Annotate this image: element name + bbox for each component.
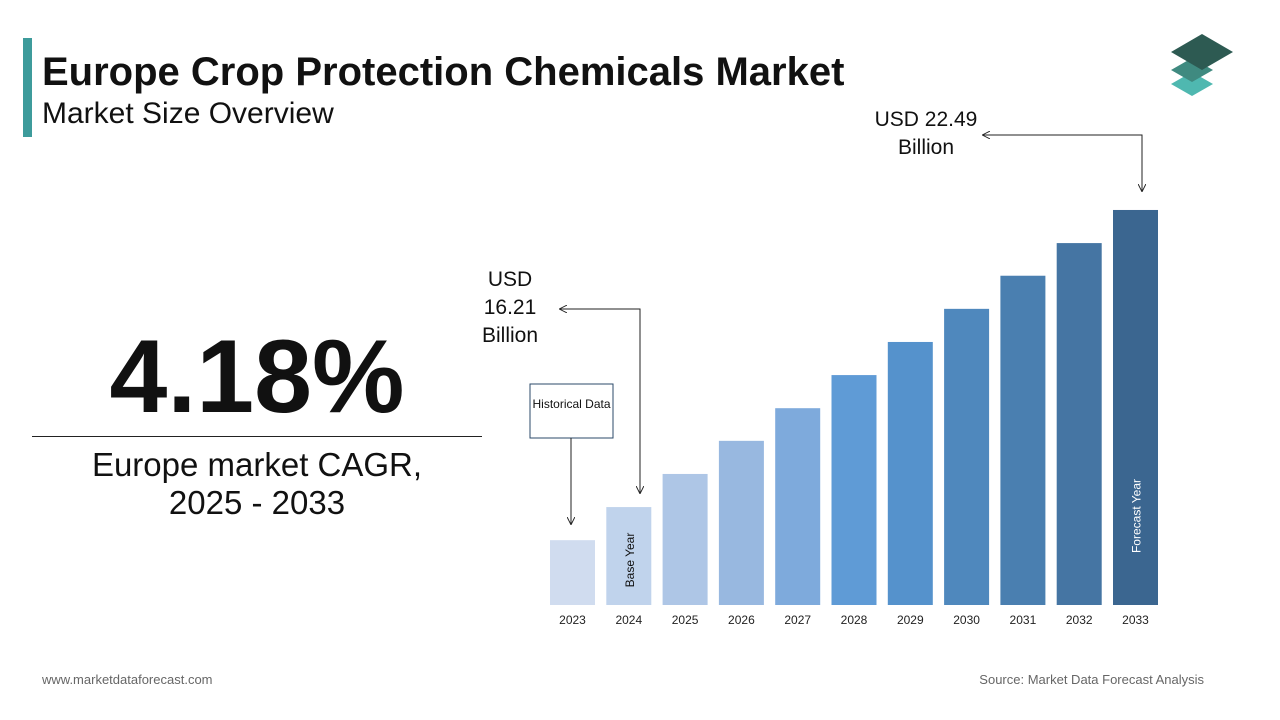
x-tick-label: 2032 (1066, 613, 1093, 627)
subtitle: Market Size Overview (42, 97, 334, 130)
x-tick-label: 2028 (841, 613, 868, 627)
bar (1113, 209, 1158, 605)
x-tick-label: 2023 (559, 613, 586, 627)
historical-label: Historical Data (532, 397, 611, 411)
website: www.marketdataforecast.com (42, 672, 213, 687)
accent-bar (23, 38, 32, 137)
bar (887, 341, 933, 605)
bar (662, 473, 708, 605)
bar (606, 507, 652, 605)
base-year-label: Base Year (623, 533, 637, 588)
title: Europe Crop Protection Chemicals Market (42, 50, 845, 94)
bar (1056, 243, 1102, 605)
cagr-value: 4.18% (109, 319, 405, 435)
x-tick-label: 2024 (615, 613, 642, 627)
logo (1171, 34, 1233, 96)
arrow (983, 135, 1142, 191)
divider (32, 436, 482, 437)
bar (775, 408, 821, 605)
bar (718, 440, 764, 605)
value-label: USD 22.49 Billion (874, 108, 978, 159)
x-tick-label: 2033 (1122, 613, 1149, 627)
x-tick-label: 2031 (1010, 613, 1037, 627)
cagr-label: Europe market CAGR, 2025 - 2033 (91, 446, 423, 521)
value-label: USD 16.21 Billion (481, 268, 539, 347)
arrow (560, 309, 640, 493)
x-tick-label: 2026 (728, 613, 755, 627)
source: Source: Market Data Forecast Analysis (979, 672, 1204, 687)
bar (1000, 275, 1046, 605)
x-tick-label: 2027 (784, 613, 811, 627)
x-tick-label: 2029 (897, 613, 924, 627)
bar (550, 540, 595, 605)
forecast-year-label: Forecast Year (1130, 479, 1144, 553)
bar (831, 375, 877, 605)
bar (944, 308, 990, 605)
x-tick-label: 2030 (953, 613, 980, 627)
x-tick-label: 2025 (672, 613, 699, 627)
